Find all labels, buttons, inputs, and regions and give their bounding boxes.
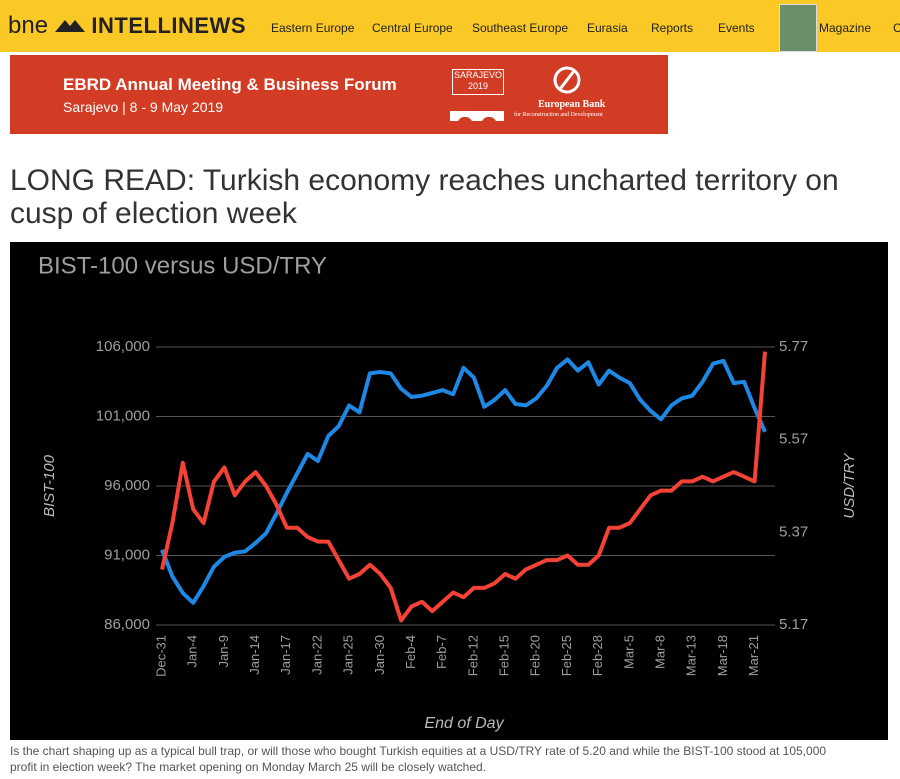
x-tick-label: Jan-22 [309, 635, 324, 675]
y-tick-label: 106,000 [96, 338, 150, 355]
y2-axis-title: USD/TRY [841, 452, 858, 518]
x-tick-label: Mar-5 [621, 635, 636, 669]
x-axis-title: End of Day [424, 715, 504, 732]
x-tick-label: Feb-15 [497, 635, 512, 676]
nav-item[interactable]: Reports [651, 21, 694, 35]
y-tick-label: 91,000 [104, 546, 150, 563]
bank-subname: for Reconstruction and Development [514, 112, 603, 118]
x-tick-label: Feb-12 [465, 635, 480, 676]
y-axis-title: BIST-100 [41, 454, 58, 517]
caption-line: Is the chart shaping up as a typical bul… [10, 744, 827, 758]
x-tick-label: Jan-14 [247, 635, 262, 675]
chart: BIST-100 versus USD/TRY BIST-100 USD/TRY… [10, 242, 888, 740]
y2-tick-label: 5.17 [779, 616, 808, 633]
chart-background [10, 242, 888, 740]
nav-item[interactable]: Southeast Europe [472, 21, 569, 35]
bank-name: European Bank [538, 99, 606, 110]
nav-item[interactable]: C [893, 21, 900, 35]
nav-item[interactable]: Eurasia [587, 21, 628, 35]
nav-item[interactable]: Magazine [819, 21, 872, 35]
series-line [160, 357, 767, 605]
article-title: LONG READ: Turkish economy reaches uncha… [10, 164, 839, 230]
x-tick-label: Feb-4 [403, 635, 418, 669]
nav-item[interactable]: Central Europe [372, 21, 453, 35]
bridge-icon [450, 111, 504, 121]
x-tick-label: Jan-9 [216, 635, 231, 668]
y2-tick-label: 5.57 [779, 431, 808, 448]
y-tick-label: 96,000 [104, 477, 150, 494]
badge-year: 2019 [467, 81, 489, 91]
series-line [160, 351, 767, 623]
x-tick-label: Mar-13 [684, 635, 699, 676]
banner-title: EBRD Annual Meeting & Business Forum [63, 75, 397, 94]
logo[interactable]: bne INTELLINEWS [8, 12, 246, 40]
x-tick-label: Feb-25 [559, 635, 574, 676]
x-tick-label: Feb-28 [590, 635, 605, 676]
x-tick-label: Dec-31 [153, 635, 168, 677]
magazine-thumbnail[interactable] [779, 4, 817, 52]
chart-title: BIST-100 versus USD/TRY [38, 252, 327, 279]
logo-intellinews: INTELLINEWS [91, 13, 246, 38]
x-tick-label: Mar-18 [715, 635, 730, 676]
x-tick-label: Jan-30 [372, 635, 387, 675]
y2-tick-label: 5.77 [779, 338, 808, 355]
badge-city: SARAJEVO [453, 70, 502, 80]
y-tick-label: 86,000 [104, 616, 150, 633]
nav-item[interactable]: Events [718, 21, 755, 35]
logo-bne: bne [8, 12, 49, 39]
x-tick-label: Mar-21 [746, 635, 761, 676]
logo-icon [54, 20, 85, 32]
ebrd-icon [553, 66, 581, 94]
x-tick-label: Feb-7 [434, 635, 449, 669]
y2-tick-label: 5.37 [779, 523, 808, 540]
banner[interactable]: EBRD Annual Meeting & Business Forum Sar… [10, 55, 668, 134]
x-tick-label: Mar-8 [652, 635, 667, 669]
caption-line: profit in election week? The market open… [10, 760, 487, 774]
x-tick-label: Feb-20 [528, 635, 543, 676]
x-tick-label: Jan-4 [185, 635, 200, 668]
y-tick-label: 101,000 [96, 407, 150, 424]
x-tick-label: Jan-25 [341, 635, 356, 675]
x-tick-label: Jan-17 [278, 635, 293, 675]
banner-subtitle: Sarajevo | 8 - 9 May 2019 [63, 99, 224, 115]
badge: SARAJEVO 2019 [452, 69, 504, 95]
nav-item[interactable]: Eastern Europe [271, 21, 355, 35]
header: bne INTELLINEWS Eastern Europe Central E… [0, 0, 900, 52]
